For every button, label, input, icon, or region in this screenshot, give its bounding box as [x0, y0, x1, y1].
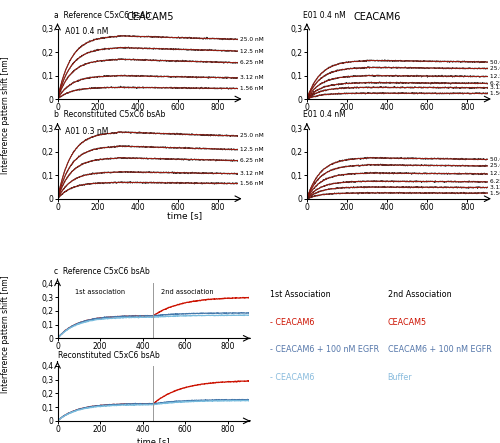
Text: time [s]: time [s] — [168, 211, 202, 220]
Text: 25.0 nM: 25.0 nM — [490, 66, 500, 71]
Text: 3.12 nM: 3.12 nM — [240, 171, 264, 176]
Text: 12.5 nM: 12.5 nM — [490, 171, 500, 176]
Text: 2nd association: 2nd association — [161, 289, 214, 295]
Text: Interference pattern shift [nm]: Interference pattern shift [nm] — [2, 56, 11, 174]
Text: 3.12 nM: 3.12 nM — [490, 185, 500, 190]
Text: CEACAM6: CEACAM6 — [354, 12, 401, 22]
Text: 1.56 nM: 1.56 nM — [490, 91, 500, 96]
Text: - CEACAM6: - CEACAM6 — [270, 318, 314, 326]
Text: - CEACAM6 + 100 nM EGFR: - CEACAM6 + 100 nM EGFR — [270, 345, 379, 354]
Text: 6.25 nM: 6.25 nM — [490, 179, 500, 184]
Text: 6.25 nM: 6.25 nM — [490, 81, 500, 86]
Text: 25.0 nM: 25.0 nM — [240, 133, 264, 139]
Text: Buffer: Buffer — [388, 373, 412, 382]
Text: Interference pattern shift [nm]: Interference pattern shift [nm] — [2, 276, 11, 393]
Text: 6.25 nM: 6.25 nM — [240, 60, 264, 65]
Text: c  Reference C5xC6 bsAb: c Reference C5xC6 bsAb — [54, 267, 150, 276]
Text: b  Reconstituted C5xC6 bsAb: b Reconstituted C5xC6 bsAb — [54, 110, 166, 119]
Text: 50.0 nM: 50.0 nM — [490, 157, 500, 162]
Text: E01 0.4 nM: E01 0.4 nM — [303, 110, 346, 119]
Text: 12.5 nM: 12.5 nM — [490, 74, 500, 79]
Text: 3.12 nM: 3.12 nM — [240, 75, 264, 81]
Text: 1.56 nM: 1.56 nM — [240, 181, 264, 186]
Text: 50.0 nM: 50.0 nM — [490, 59, 500, 65]
Text: E01 0.4 nM: E01 0.4 nM — [303, 11, 346, 19]
Text: - CEACAM6: - CEACAM6 — [270, 373, 314, 382]
Text: a  Reference C5xC6 bsAb: a Reference C5xC6 bsAb — [54, 11, 150, 19]
Text: 6.25 nM: 6.25 nM — [240, 158, 264, 163]
Text: 1.56 nM: 1.56 nM — [240, 86, 264, 91]
Text: 1st Association: 1st Association — [270, 290, 330, 299]
Text: 12.5 nM: 12.5 nM — [240, 49, 264, 54]
X-axis label: time [s]: time [s] — [137, 437, 170, 443]
Text: CEACAM5: CEACAM5 — [126, 12, 174, 22]
Text: 2nd Association: 2nd Association — [388, 290, 452, 299]
Text: A01 0.3 nM: A01 0.3 nM — [58, 127, 108, 136]
Text: CEACAM5: CEACAM5 — [388, 318, 427, 326]
Text: 1.56 nM: 1.56 nM — [490, 190, 500, 196]
Text: 12.5 nM: 12.5 nM — [240, 147, 264, 152]
Text: 3.12 nM: 3.12 nM — [490, 85, 500, 90]
Text: A01 0.4 nM: A01 0.4 nM — [58, 27, 108, 36]
Text: CEACAM6 + 100 nM EGFR: CEACAM6 + 100 nM EGFR — [388, 345, 492, 354]
Text: 1st association: 1st association — [74, 289, 125, 295]
Text: 25.0 nM: 25.0 nM — [240, 37, 264, 42]
Text: Reconstituted C5xC6 bsAb: Reconstituted C5xC6 bsAb — [58, 351, 159, 360]
Text: 25.0 nM: 25.0 nM — [490, 163, 500, 168]
